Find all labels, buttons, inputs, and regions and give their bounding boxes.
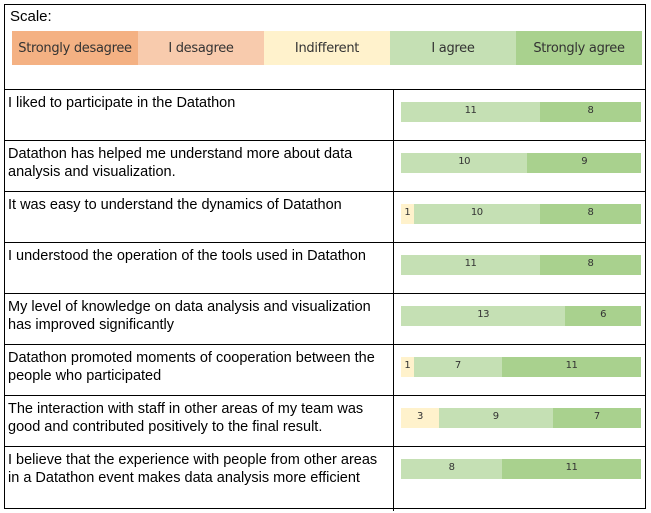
bar-value-label: 8 (587, 207, 594, 218)
bar-value-label: 13 (477, 309, 489, 320)
bar-value-label: 7 (593, 411, 600, 422)
stacked-bar: 01108 (401, 204, 641, 224)
bar-segment-3 (401, 153, 528, 173)
column-divider (393, 192, 394, 242)
question-row: It was easy to understand the dynamics o… (5, 192, 645, 243)
bar-value-label: 6 (600, 309, 607, 320)
bar-segment-4 (502, 459, 641, 479)
legend-item-2: Indifferent (264, 31, 390, 65)
bar-value-label: 1 (404, 360, 411, 371)
bar-segment-4 (565, 306, 641, 326)
bar-value-label: 8 (587, 258, 594, 269)
question-row: I understood the operation of the tools … (5, 243, 645, 294)
bar-value-label: 11 (464, 105, 477, 116)
bar-value-label: 10 (458, 156, 471, 167)
bar-segment-3 (413, 204, 540, 224)
bar-value-label: 9 (581, 156, 588, 167)
question-text: I believe that the experience with peopl… (8, 452, 378, 486)
question-text: Datathon promoted moments of cooperation… (8, 350, 375, 384)
question-row: Datathon promoted moments of cooperation… (5, 345, 645, 396)
question-text: It was easy to understand the dynamics o… (8, 197, 342, 213)
column-divider (393, 396, 394, 446)
bar-segment-2 (401, 408, 439, 428)
stacked-bar: 0109 (401, 153, 641, 173)
column-divider (393, 243, 394, 293)
question-text: The interaction with staff in other area… (8, 401, 364, 435)
bar-value-label: 8 (587, 105, 594, 116)
bar-value-label: 8 (448, 462, 455, 473)
stacked-bar: 0136 (401, 306, 641, 326)
bar-segment-3 (413, 357, 503, 377)
scale-title: Scale: (10, 8, 52, 25)
survey-table: Scale: Strongly desagree I desagree Indiff… (4, 4, 646, 511)
question-text: My level of knowledge on data analysis a… (8, 299, 371, 333)
bar-segment-3 (438, 408, 553, 428)
column-divider (393, 345, 394, 395)
column-divider (393, 447, 394, 511)
legend-item-4: Strongly agree (516, 31, 642, 65)
question-row: The interaction with staff in other area… (5, 396, 645, 447)
bar-value-label: 11 (464, 258, 477, 269)
question-text: I liked to participate in the Datathon (8, 95, 236, 111)
bar-segment-2 (401, 357, 414, 377)
legend-item-3: I agree (390, 31, 516, 65)
column-divider (393, 294, 394, 344)
question-row: My level of knowledge on data analysis a… (5, 294, 645, 345)
bar-segment-4 (539, 204, 641, 224)
bar-value-label: 11 (565, 462, 578, 473)
bar-value-label: 3 (417, 411, 423, 422)
stacked-bar: 0118 (401, 255, 641, 275)
stacked-bar: 0397 (401, 408, 641, 428)
scale-legend: Strongly desagree I desagree Indifferent I … (12, 31, 642, 65)
bar-segment-2 (401, 204, 414, 224)
bar-segment-4 (502, 357, 641, 377)
column-divider (393, 90, 394, 140)
scale-legend-area: Scale: Strongly desagree I desagree Indiff… (5, 5, 645, 90)
bar-value-label: 10 (470, 207, 483, 218)
legend-item-1: I desagree (138, 31, 264, 65)
bar-segment-4 (539, 102, 641, 122)
bar-segment-3 (401, 102, 540, 122)
question-row: I liked to participate in the Datathon01… (5, 90, 645, 141)
column-divider (393, 141, 394, 191)
bar-value-label: 11 (565, 360, 578, 371)
bar-value-label: 7 (454, 360, 461, 371)
bar-segment-3 (401, 306, 566, 326)
bar-value-label: 9 (492, 411, 499, 422)
stacked-bar: 01711 (401, 357, 641, 377)
question-text: Datathon has helped me understand more a… (8, 146, 353, 180)
legend-item-0: Strongly desagree (12, 31, 138, 65)
bar-segment-4 (539, 255, 641, 275)
question-text: I understood the operation of the tools … (8, 248, 366, 264)
bar-value-label: 1 (404, 207, 411, 218)
stacked-bar: 0118 (401, 102, 641, 122)
bar-segment-4 (527, 153, 641, 173)
question-rows: I liked to participate in the Datathon01… (5, 90, 645, 511)
bar-segment-4 (552, 408, 641, 428)
bar-segment-3 (401, 255, 540, 275)
bar-segment-3 (401, 459, 503, 479)
question-row: I believe that the experience with peopl… (5, 447, 645, 511)
question-row: Datathon has helped me understand more a… (5, 141, 645, 192)
stacked-bar: 0811 (401, 459, 641, 479)
